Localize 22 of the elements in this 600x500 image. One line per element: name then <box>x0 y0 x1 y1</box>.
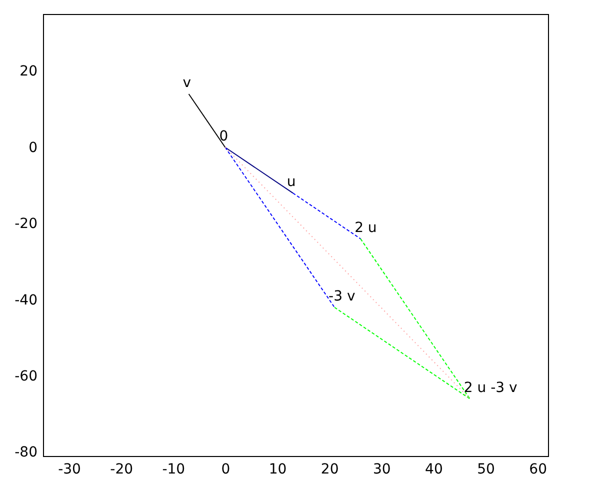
y-tick-label: 20 <box>20 64 38 80</box>
x-tick-label: 60 <box>529 462 547 478</box>
x-tick-label: 40 <box>425 462 443 478</box>
annotation: v <box>182 75 192 92</box>
x-tick-label: 0 <box>221 462 230 478</box>
x-tick-label: 50 <box>477 462 495 478</box>
x-tick-label: -10 <box>162 462 186 478</box>
y-tick-label: -80 <box>14 444 38 461</box>
annotation: u <box>286 174 296 190</box>
x-tick-label: 20 <box>320 462 339 478</box>
y-tick-label: -20 <box>14 216 38 232</box>
annotation: -3 v <box>328 288 356 304</box>
x-tick-label: -20 <box>110 462 134 478</box>
annotation: 2 u <box>354 220 377 236</box>
annotation: 0 <box>219 128 228 144</box>
y-tick-label: 0 <box>28 140 38 156</box>
annotation: 2 u -3 v <box>464 380 518 396</box>
y-tick-label: -60 <box>14 368 38 384</box>
y-tick-label: -40 <box>14 292 38 308</box>
x-tick-label: 30 <box>372 462 391 478</box>
x-tick-label: -30 <box>58 462 81 478</box>
x-tick-label: 10 <box>268 462 287 478</box>
